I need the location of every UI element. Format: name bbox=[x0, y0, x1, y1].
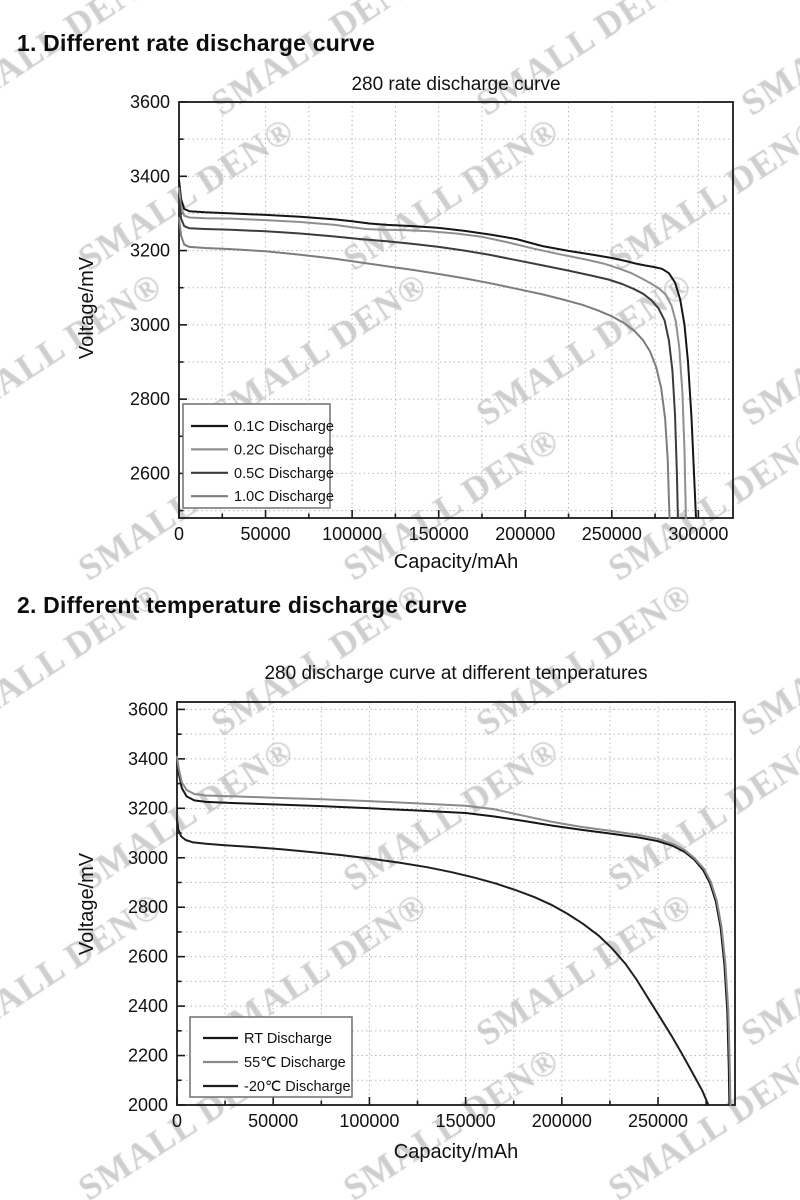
section-1-heading: 1. Different rate discharge curve bbox=[17, 30, 376, 56]
svg-text:250000: 250000 bbox=[628, 1111, 688, 1131]
svg-text:2000: 2000 bbox=[128, 1095, 168, 1115]
svg-text:3200: 3200 bbox=[130, 241, 170, 261]
svg-text:200000: 200000 bbox=[532, 1111, 592, 1131]
svg-text:50000: 50000 bbox=[241, 524, 291, 544]
chart-1-title: 280 rate discharge curve bbox=[351, 74, 561, 95]
svg-text:2800: 2800 bbox=[128, 897, 168, 917]
svg-text:50000: 50000 bbox=[248, 1111, 298, 1131]
axis-tick-labels: 0 50000 100000 150000 200000 250000 300000 2600… bbox=[130, 92, 728, 544]
section-2-heading: 2. Different temperature discharge curve bbox=[17, 592, 468, 618]
series-line-0.5c-discharge bbox=[178, 198, 679, 519]
plot-border bbox=[178, 101, 734, 519]
svg-text:250000: 250000 bbox=[582, 524, 642, 544]
series-line-0.1c-discharge bbox=[178, 179, 697, 519]
series-line-1.0c-discharge bbox=[178, 216, 671, 519]
svg-text:2600: 2600 bbox=[130, 463, 170, 483]
svg-text:3400: 3400 bbox=[130, 166, 170, 186]
svg-text:2200: 2200 bbox=[128, 1046, 168, 1066]
chart-1-y-axis-label: Voltage/mV bbox=[76, 256, 98, 360]
svg-text:3000: 3000 bbox=[128, 848, 168, 868]
legend-label: 0.2C Discharge bbox=[234, 442, 334, 458]
svg-text:0: 0 bbox=[174, 524, 184, 544]
chart-2: 0 50000 100000 150000 200000 250000 2000 2200 24… bbox=[128, 699, 736, 1131]
chart-1-x-axis-label: Capacity/mAh bbox=[393, 551, 519, 573]
legend: RT Discharge 55℃ Discharge -20℃ Discharge bbox=[189, 1016, 353, 1098]
chart-2-x-axis-label: Capacity/mAh bbox=[393, 1141, 519, 1163]
axis-ticks bbox=[176, 708, 707, 1106]
svg-text:2800: 2800 bbox=[130, 389, 170, 409]
chart-2-title: 280 discharge curve at different tempera… bbox=[264, 663, 648, 684]
chart-1: 0 50000 100000 150000 200000 250000 300000 2600… bbox=[130, 92, 734, 544]
svg-text:3000: 3000 bbox=[130, 315, 170, 335]
series-line-0.2c-discharge bbox=[178, 187, 687, 519]
svg-text:3200: 3200 bbox=[128, 798, 168, 818]
svg-text:3600: 3600 bbox=[130, 92, 170, 112]
svg-text:0: 0 bbox=[172, 1111, 182, 1131]
plot-border bbox=[176, 701, 736, 1106]
svg-text:300000: 300000 bbox=[668, 524, 728, 544]
legend-label: 1.0C Discharge bbox=[234, 489, 334, 505]
legend-label: 0.1C Discharge bbox=[234, 419, 334, 435]
series-line-55-discharge bbox=[176, 755, 732, 1106]
legend-label: RT Discharge bbox=[244, 1031, 332, 1047]
svg-text:3600: 3600 bbox=[128, 699, 168, 719]
legend-label: 0.5C Discharge bbox=[234, 466, 334, 482]
series-line--20-discharge bbox=[176, 818, 710, 1106]
chart-2-y-axis-label: Voltage/mV bbox=[76, 852, 98, 956]
svg-text:150000: 150000 bbox=[436, 1111, 496, 1131]
svg-text:3400: 3400 bbox=[128, 749, 168, 769]
legend-label: -20℃ Discharge bbox=[244, 1079, 351, 1095]
gridlines bbox=[177, 702, 735, 1105]
svg-text:2600: 2600 bbox=[128, 947, 168, 967]
legend: 0.1C Discharge 0.2C Discharge 0.5C Dischar… bbox=[182, 403, 334, 509]
svg-text:200000: 200000 bbox=[495, 524, 555, 544]
svg-text:100000: 100000 bbox=[339, 1111, 399, 1131]
svg-text:100000: 100000 bbox=[322, 524, 382, 544]
axis-tick-labels: 0 50000 100000 150000 200000 250000 2000 2200 24… bbox=[128, 699, 688, 1131]
svg-text:2400: 2400 bbox=[128, 996, 168, 1016]
series-line-rt-discharge bbox=[176, 757, 731, 1106]
svg-text:150000: 150000 bbox=[409, 524, 469, 544]
legend-label: 55℃ Discharge bbox=[244, 1055, 346, 1071]
